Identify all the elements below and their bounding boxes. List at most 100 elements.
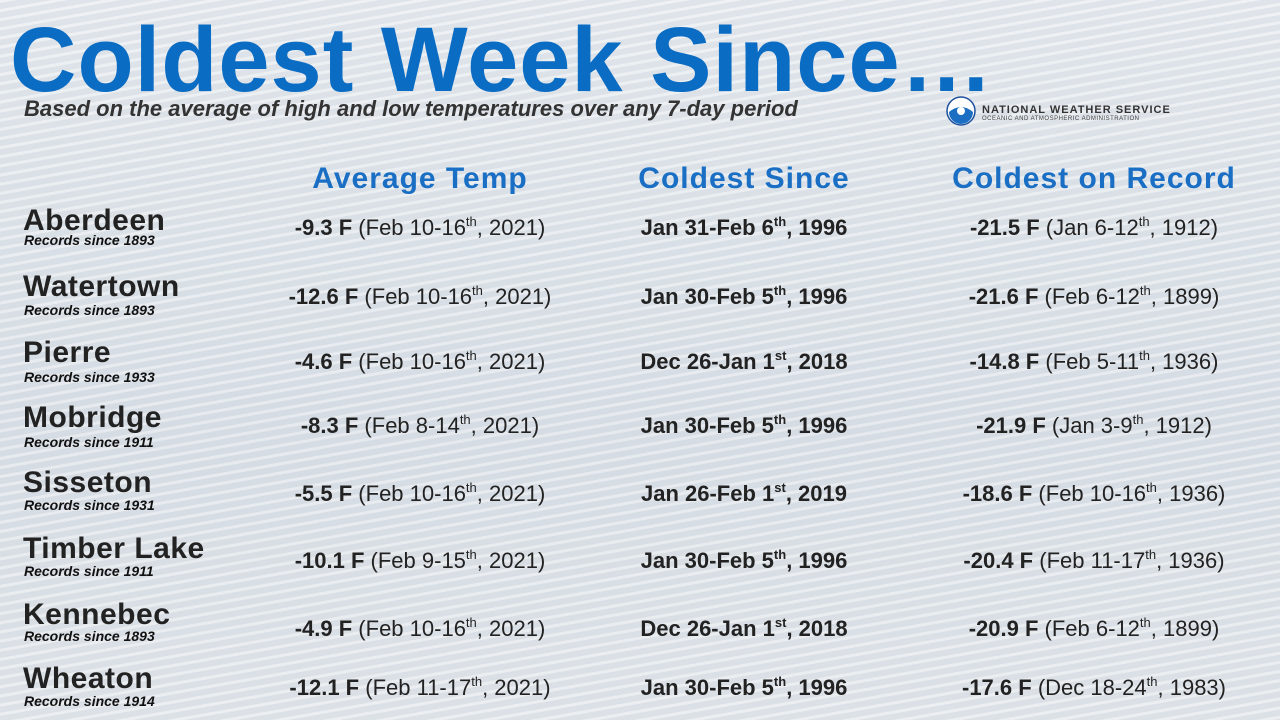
date-range: (Feb 5-11 bbox=[1039, 349, 1140, 374]
cell-avg: -4.9 F (Feb 10-16th, 2021) bbox=[295, 616, 546, 642]
year: , 2021) bbox=[482, 284, 552, 309]
date-range: Jan 31-Feb 6 bbox=[640, 215, 774, 240]
year: , 1983) bbox=[1157, 675, 1227, 700]
temperature: -18.6 F bbox=[962, 481, 1033, 506]
city-name: Wheaton bbox=[23, 662, 154, 695]
temperature: -21.6 F bbox=[968, 284, 1039, 309]
temperature: -8.3 F bbox=[300, 413, 359, 438]
city-name: Sisseton bbox=[23, 466, 153, 499]
ordinal-suffix: th bbox=[1139, 348, 1150, 363]
cell-avg: -12.1 F (Feb 11-17th, 2021) bbox=[289, 675, 550, 701]
temperature: -20.4 F bbox=[963, 548, 1034, 573]
cell-since: Jan 30-Feb 5th, 1996 bbox=[641, 284, 848, 310]
cell-record: -21.5 F (Jan 6-12th, 1912) bbox=[970, 215, 1218, 241]
year: , 1996 bbox=[786, 675, 848, 700]
ordinal-suffix: th bbox=[471, 674, 483, 689]
year: , 2021) bbox=[476, 215, 546, 240]
date-range: (Feb 6-12 bbox=[1038, 616, 1140, 641]
city-name: Timber Lake bbox=[23, 532, 205, 565]
year: , 2021) bbox=[476, 548, 546, 573]
cell-record: -18.6 F (Feb 10-16th, 1936) bbox=[963, 481, 1226, 507]
ordinal-suffix: th bbox=[1145, 547, 1157, 562]
ordinal-suffix: th bbox=[459, 412, 471, 427]
records-since: Records since 1893 bbox=[24, 302, 155, 318]
date-range: (Feb 10-16 bbox=[1032, 481, 1147, 506]
temperature: -4.9 F bbox=[294, 616, 353, 641]
date-range: Jan 30-Feb 5 bbox=[640, 548, 774, 573]
ordinal-suffix: st bbox=[774, 615, 787, 630]
temperature: -17.6 F bbox=[962, 675, 1032, 700]
cell-since: Jan 30-Feb 5th, 1996 bbox=[641, 548, 848, 574]
ordinal-suffix: th bbox=[773, 214, 787, 229]
ordinal-suffix: th bbox=[465, 615, 477, 630]
ordinal-suffix: th bbox=[465, 547, 477, 562]
subtitle: Based on the average of high and low tem… bbox=[24, 96, 798, 121]
cell-avg: -4.6 F (Feb 10-16th, 2021) bbox=[295, 349, 546, 375]
date-range: (Feb 6-12 bbox=[1038, 284, 1140, 309]
temperature: -12.6 F bbox=[288, 284, 359, 309]
date-range: (Feb 10-16 bbox=[352, 349, 466, 374]
ordinal-suffix: th bbox=[465, 348, 477, 363]
year: , 2018 bbox=[786, 616, 848, 641]
cell-avg: -10.1 F (Feb 9-15th, 2021) bbox=[295, 548, 546, 574]
ordinal-suffix: th bbox=[773, 412, 787, 427]
cell-record: -21.6 F (Feb 6-12th, 1899) bbox=[969, 284, 1220, 310]
date-range: (Feb 10-16 bbox=[352, 215, 466, 240]
year: , 1912) bbox=[1143, 413, 1212, 438]
year: , 1912) bbox=[1149, 215, 1219, 240]
cell-since: Jan 30-Feb 5th, 1996 bbox=[641, 413, 848, 439]
temperature: -9.3 F bbox=[294, 215, 353, 240]
date-range: (Feb 10-16 bbox=[352, 616, 466, 641]
records-since: Records since 1933 bbox=[24, 369, 155, 385]
city-name: Mobridge bbox=[23, 401, 162, 434]
date-range: (Feb 10-16 bbox=[358, 284, 473, 309]
ordinal-suffix: th bbox=[465, 480, 477, 495]
cell-since: Jan 31-Feb 6th, 1996 bbox=[641, 215, 848, 241]
ordinal-suffix: th bbox=[773, 674, 787, 689]
year: , 1996 bbox=[786, 215, 848, 240]
year: , 1996 bbox=[786, 413, 848, 438]
cell-since: Jan 30-Feb 5th, 1996 bbox=[641, 675, 848, 701]
date-range: Jan 26-Feb 1 bbox=[640, 481, 775, 506]
records-since: Records since 1893 bbox=[24, 232, 155, 248]
date-range: Jan 30-Feb 5 bbox=[640, 413, 774, 438]
temperature: -10.1 F bbox=[294, 548, 365, 573]
temperature: -5.5 F bbox=[294, 481, 353, 506]
title: Coldest Week Since… bbox=[10, 9, 994, 111]
cell-avg: -12.6 F (Feb 10-16th, 2021) bbox=[289, 284, 552, 310]
cell-since: Jan 26-Feb 1st, 2019 bbox=[641, 481, 847, 507]
city-name: Pierre bbox=[23, 336, 112, 369]
column-header: Average Temp bbox=[312, 162, 528, 195]
date-range: (Feb 8-14 bbox=[358, 413, 460, 438]
records-since: Records since 1911 bbox=[24, 563, 154, 579]
ordinal-suffix: th bbox=[773, 283, 787, 298]
date-range: Dec 26-Jan 1 bbox=[640, 616, 775, 641]
ordinal-suffix: st bbox=[774, 348, 787, 363]
records-since: Records since 1931 bbox=[24, 497, 155, 513]
date-range: Dec 26-Jan 1 bbox=[640, 349, 775, 374]
year: , 1899) bbox=[1150, 284, 1220, 309]
year: , 1899) bbox=[1150, 616, 1220, 641]
date-range: (Feb 9-15 bbox=[364, 548, 466, 573]
year: , 1996 bbox=[786, 284, 848, 309]
cell-since: Dec 26-Jan 1st, 2018 bbox=[640, 349, 847, 375]
cell-record: -17.6 F (Dec 18-24th, 1983) bbox=[962, 675, 1226, 701]
noaa-logo bbox=[946, 96, 976, 126]
city-name: Aberdeen bbox=[23, 204, 166, 237]
date-range: (Feb 10-16 bbox=[352, 481, 466, 506]
date-range: Jan 30-Feb 5 bbox=[640, 284, 774, 309]
temperature: -21.9 F bbox=[976, 413, 1046, 438]
temperature: -14.8 F bbox=[969, 349, 1040, 374]
year: , 1936) bbox=[1149, 349, 1219, 374]
cell-avg: -8.3 F (Feb 8-14th, 2021) bbox=[301, 413, 539, 439]
year: , 2021) bbox=[470, 413, 540, 438]
date-range: Jan 30-Feb 5 bbox=[640, 675, 774, 700]
ordinal-suffix: th bbox=[1139, 615, 1151, 630]
ordinal-suffix: th bbox=[1132, 412, 1144, 427]
ordinal-suffix: th bbox=[1138, 214, 1150, 229]
column-header: Coldest Since bbox=[638, 162, 850, 195]
ordinal-suffix: th bbox=[472, 283, 483, 298]
column-header: Coldest on Record bbox=[952, 162, 1236, 195]
ordinal-suffix: th bbox=[1146, 480, 1157, 495]
